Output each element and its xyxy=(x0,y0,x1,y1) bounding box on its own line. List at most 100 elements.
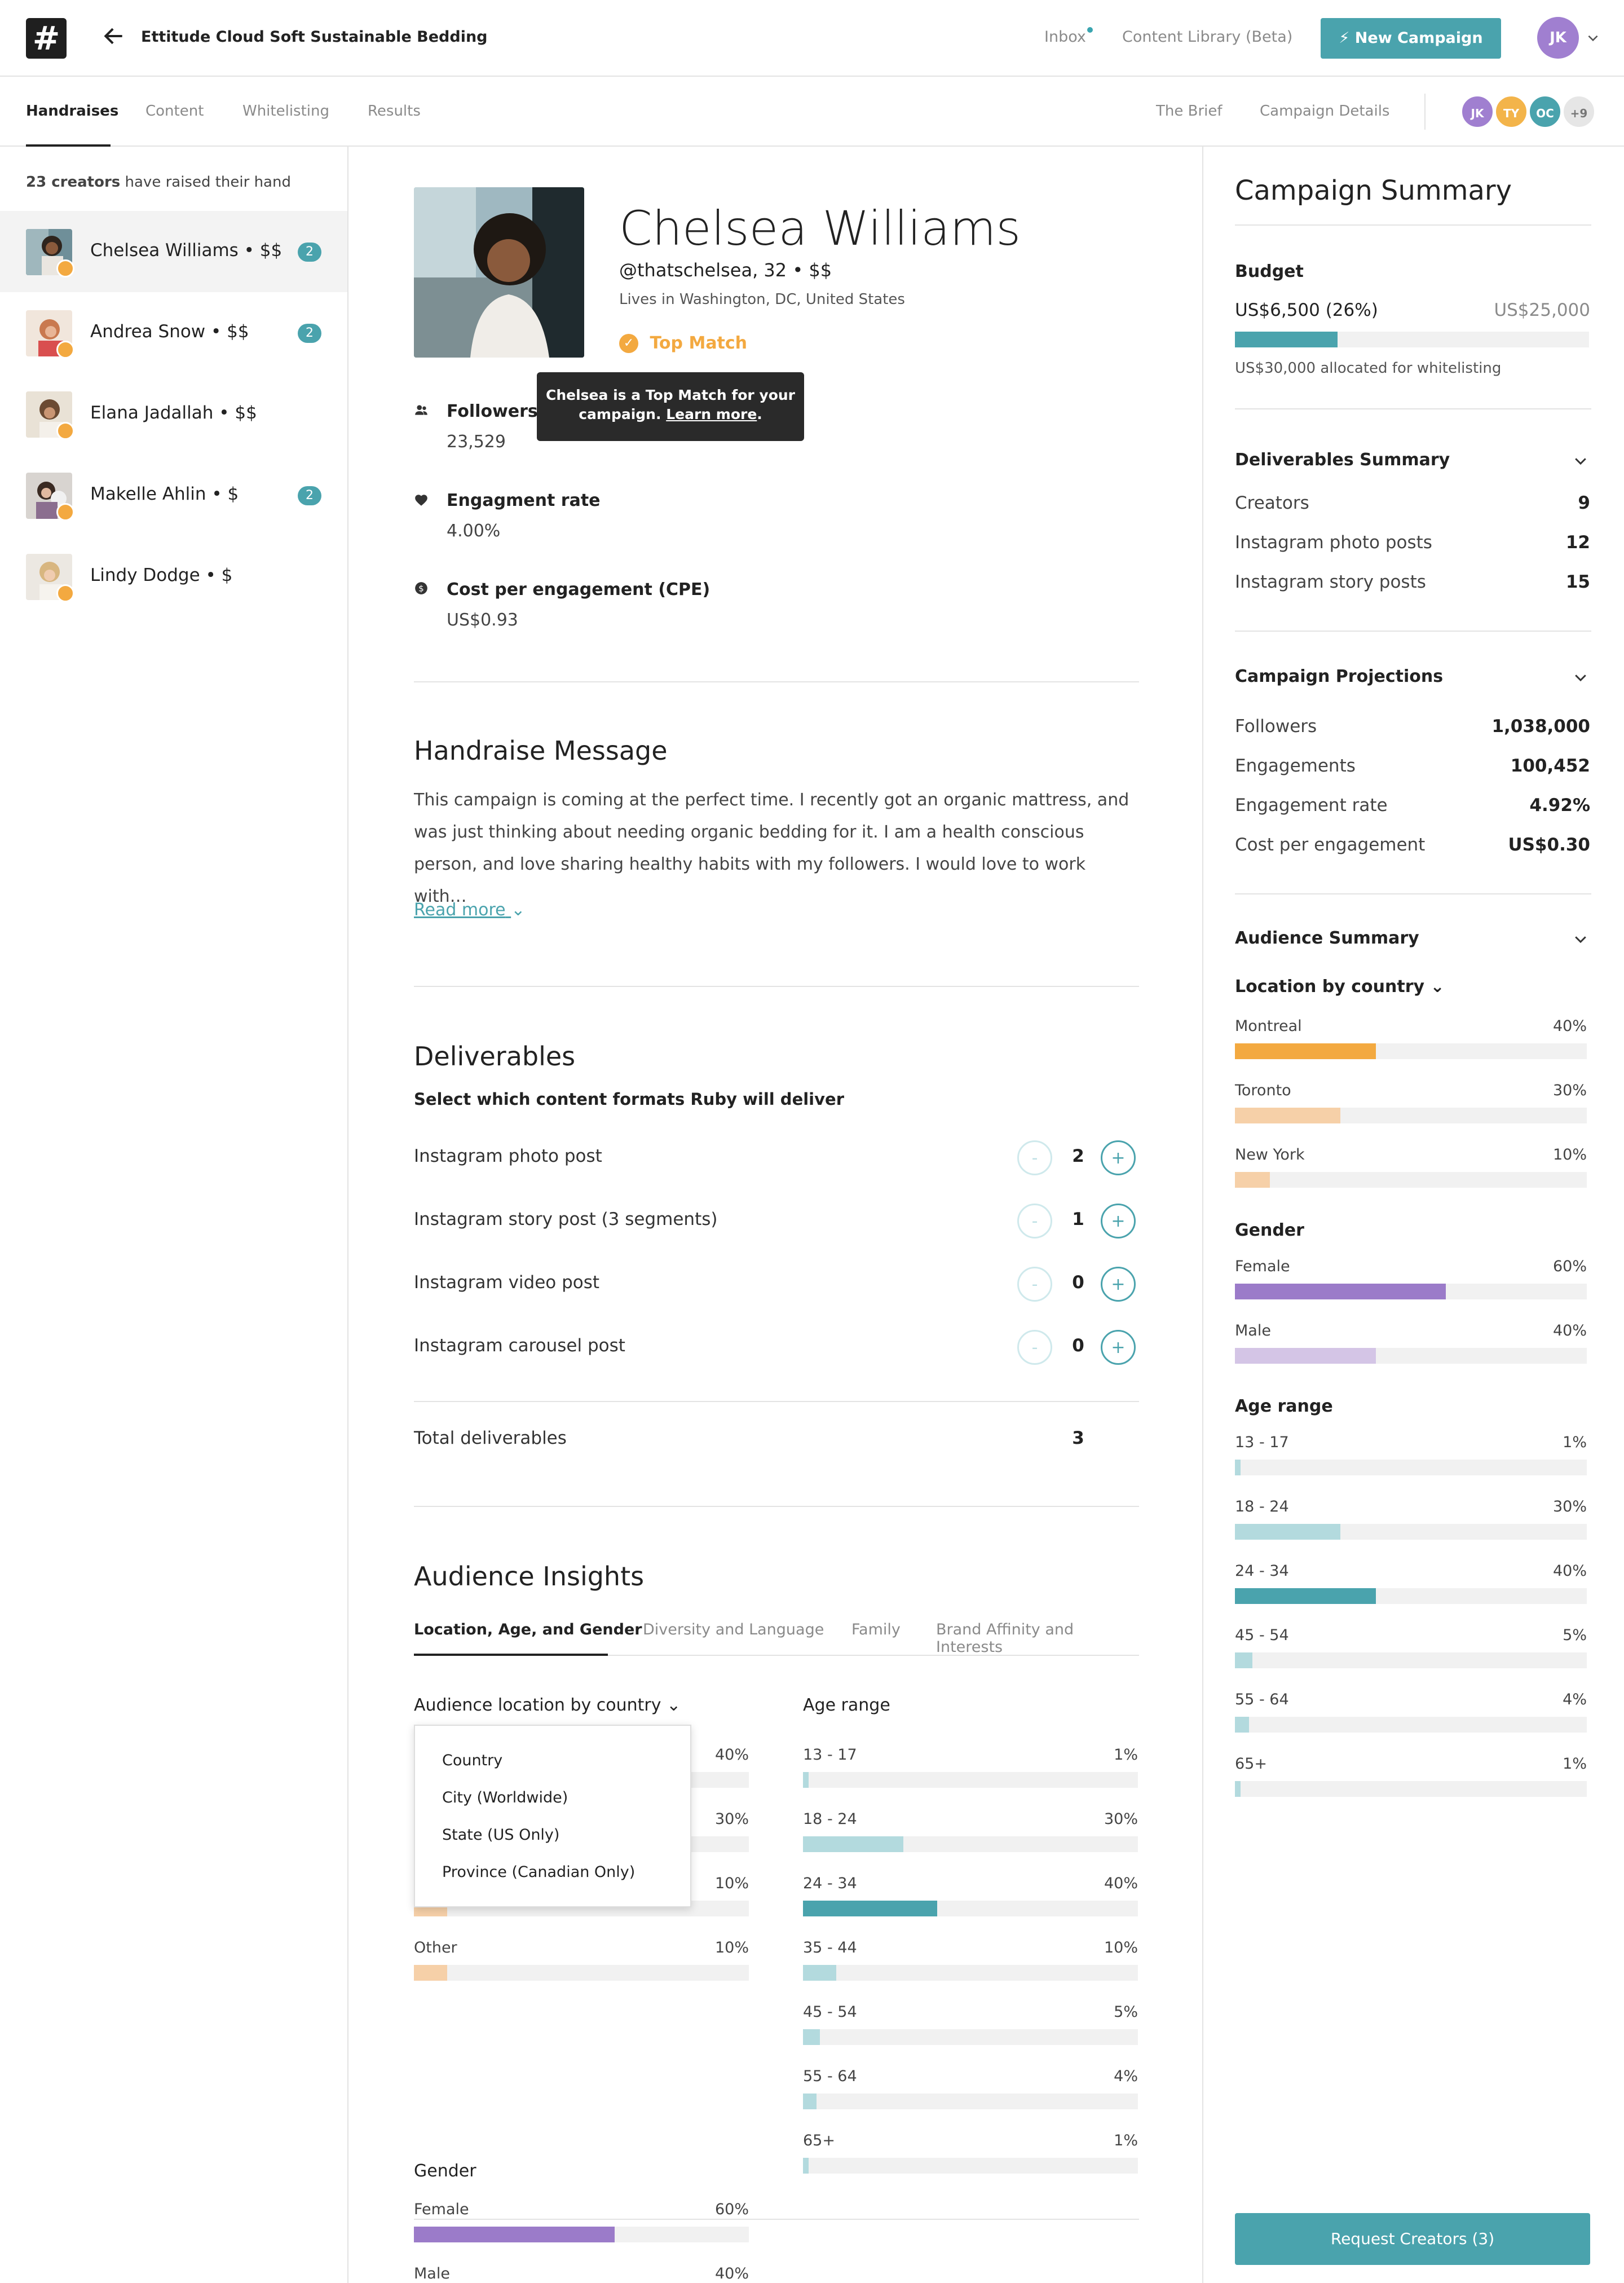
tab-content[interactable]: Content xyxy=(145,103,204,120)
bar-label: 55 - 64 xyxy=(1235,1691,1289,1708)
user-avatar[interactable]: JK xyxy=(1537,17,1579,59)
dropdown-option-state[interactable]: State (US Only) xyxy=(442,1826,560,1844)
creator-item-elana[interactable]: Elana Jadallah • $$ xyxy=(0,373,347,455)
bar-track xyxy=(1235,1717,1587,1733)
tab-family[interactable]: Family xyxy=(851,1621,901,1638)
bar-fill xyxy=(1235,1652,1253,1668)
summary-value: 12 xyxy=(1565,532,1590,553)
bar-track xyxy=(803,2029,1138,2045)
location-by-country-label: Location by country xyxy=(1235,977,1425,997)
campaign-projections-title[interactable]: Campaign Projections xyxy=(1235,667,1444,686)
divider xyxy=(414,2219,1139,2220)
chevron-down-icon[interactable] xyxy=(1572,669,1589,686)
dropdown-option-country[interactable]: Country xyxy=(442,1752,503,1769)
new-campaign-button[interactable]: ⚡ New Campaign xyxy=(1321,18,1501,59)
bar-fill xyxy=(1235,1588,1376,1604)
decrement-button[interactable]: - xyxy=(1017,1140,1052,1175)
bar-label: Female xyxy=(1235,1258,1290,1275)
team-avatar: OC xyxy=(1528,95,1562,129)
chevron-down-icon[interactable] xyxy=(1586,30,1600,45)
request-creators-button[interactable]: Request Creators (3) xyxy=(1235,2213,1590,2265)
bar-label: Toronto xyxy=(1235,1082,1291,1099)
top-match-badge[interactable]: ✓ Top Match xyxy=(619,333,747,353)
the-brief-link[interactable]: The Brief xyxy=(1156,103,1223,120)
top-bar: # Ettitude Cloud Soft Sustainable Beddin… xyxy=(0,0,1624,77)
bar-fill xyxy=(1235,1717,1249,1733)
bar-percent: 40% xyxy=(714,2265,749,2282)
budget-total: US$25,000 xyxy=(1494,300,1590,320)
lightning-icon: ⚡ xyxy=(1339,29,1350,47)
creator-item-andrea[interactable]: Andrea Snow • $$ 2 xyxy=(0,292,347,373)
bar-fill xyxy=(803,2158,809,2174)
projection-label: Engagements xyxy=(1235,756,1356,776)
tab-whitelisting[interactable]: Whitelisting xyxy=(242,103,329,120)
bar-track xyxy=(803,1965,1138,1981)
creator-item-chelsea[interactable]: Chelsea Williams • $$ 2 xyxy=(0,211,347,292)
creator-item-makelle[interactable]: Makelle Ahlin • $ 2 xyxy=(0,455,347,536)
location-selector[interactable]: Audience location by country ⌄ xyxy=(414,1695,681,1715)
creator-item-lindy[interactable]: Lindy Dodge • $ xyxy=(0,536,347,617)
divider xyxy=(1235,224,1591,226)
read-more-label: Read more xyxy=(414,900,506,920)
dropdown-option-province[interactable]: Province (Canadian Only) xyxy=(442,1863,636,1881)
read-more-link[interactable]: Read more ⌄ xyxy=(414,900,525,920)
tab-underline xyxy=(414,1655,1139,1656)
increment-button[interactable]: + xyxy=(1101,1330,1136,1365)
divider xyxy=(1424,94,1426,130)
projection-value: 1,038,000 xyxy=(1491,716,1590,737)
chevron-down-icon[interactable] xyxy=(1572,931,1589,947)
whitelisting-note: US$30,000 allocated for whitelisting xyxy=(1235,360,1502,377)
bar-percent: 4% xyxy=(1563,1691,1587,1708)
engagement-rate-label: Engagment rate xyxy=(447,491,601,510)
creator-count-suffix: have raised their hand xyxy=(125,174,291,191)
tab-brand-affinity[interactable]: Brand Affinity and Interests xyxy=(936,1621,1074,1656)
bar-fill xyxy=(1235,1460,1241,1475)
team-avatars[interactable]: JK TY OC +9 xyxy=(1460,95,1596,131)
creator-photo xyxy=(414,187,584,358)
bar-track xyxy=(803,2094,1138,2109)
content-library-link[interactable]: Content Library (Beta) xyxy=(1122,28,1293,46)
increment-button[interactable]: + xyxy=(1101,1204,1136,1239)
budget-progress-fill xyxy=(1235,332,1338,347)
location-by-country-selector[interactable]: Location by country ⌄ xyxy=(1235,977,1445,997)
top-match-label: Top Match xyxy=(650,333,748,353)
heart-icon xyxy=(415,495,427,506)
bar-fill xyxy=(1235,1172,1270,1188)
tooltip-line: Chelsea is a Top Match for your xyxy=(545,387,796,403)
learn-more-link[interactable]: Learn more xyxy=(666,406,757,422)
tab-handraises[interactable]: Handraises xyxy=(26,103,119,120)
summary-age-title: Age range xyxy=(1235,1396,1333,1416)
chevron-down-icon[interactable] xyxy=(1572,452,1589,469)
bar-track xyxy=(1235,1284,1587,1299)
tab-location-age-gender[interactable]: Location, Age, and Gender xyxy=(414,1621,642,1638)
creator-count-badge: 2 xyxy=(298,243,321,262)
bar-fill xyxy=(1235,1043,1376,1059)
bar-label: 45 - 54 xyxy=(803,2003,857,2021)
bar-track xyxy=(1235,1460,1587,1475)
decrement-button[interactable]: - xyxy=(1017,1267,1052,1302)
projection-value: 100,452 xyxy=(1510,756,1590,776)
tab-results[interactable]: Results xyxy=(368,103,421,120)
hashtag-logo-icon[interactable]: # xyxy=(26,18,67,59)
dropdown-option-city[interactable]: City (Worldwide) xyxy=(442,1789,568,1806)
inbox-link[interactable]: Inbox xyxy=(1044,28,1086,46)
bar-track xyxy=(414,1965,749,1981)
deliverable-count: 0 xyxy=(1072,1336,1084,1356)
audience-summary-title[interactable]: Audience Summary xyxy=(1235,928,1419,948)
projection-label: Followers xyxy=(1235,716,1317,737)
tab-diversity-language[interactable]: Diversity and Language xyxy=(643,1621,824,1638)
campaign-details-link[interactable]: Campaign Details xyxy=(1260,103,1390,120)
increment-button[interactable]: + xyxy=(1101,1267,1136,1302)
back-arrow-icon[interactable] xyxy=(102,24,126,49)
bar-percent: 40% xyxy=(1104,1875,1138,1892)
bar-percent: 10% xyxy=(1104,1939,1138,1956)
decrement-button[interactable]: - xyxy=(1017,1330,1052,1365)
bar-percent: 40% xyxy=(714,1746,749,1764)
verified-badge-icon: ✓ xyxy=(619,333,638,353)
bar-label: 65+ xyxy=(803,2132,835,2149)
increment-button[interactable]: + xyxy=(1101,1140,1136,1175)
deliverables-summary-title[interactable]: Deliverables Summary xyxy=(1235,450,1450,470)
bar-fill xyxy=(1235,1108,1341,1123)
decrement-button[interactable]: - xyxy=(1017,1204,1052,1239)
budget-title: Budget xyxy=(1235,262,1304,281)
